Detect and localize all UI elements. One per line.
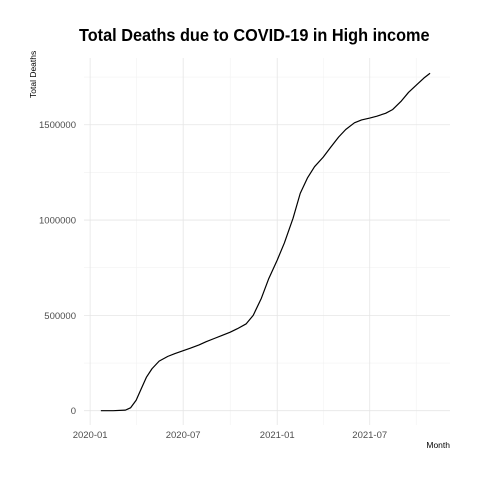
y-tick-label: 1500000 — [39, 120, 76, 131]
y-tick-label: 500000 — [44, 311, 76, 322]
series-line — [100, 72, 431, 412]
y-tick-label: 1000000 — [39, 216, 76, 227]
x-tick-label: 2021-07 — [352, 430, 387, 441]
x-tick-label: 2020-07 — [166, 430, 201, 441]
chart-title: Total Deaths due to COVID-19 in High inc… — [79, 25, 430, 45]
y-tick-label: 0 — [71, 406, 76, 417]
x-axis-label: Month — [426, 440, 450, 450]
x-tick-label: 2020-01 — [73, 430, 108, 441]
x-tick-label: 2021-01 — [260, 430, 295, 441]
